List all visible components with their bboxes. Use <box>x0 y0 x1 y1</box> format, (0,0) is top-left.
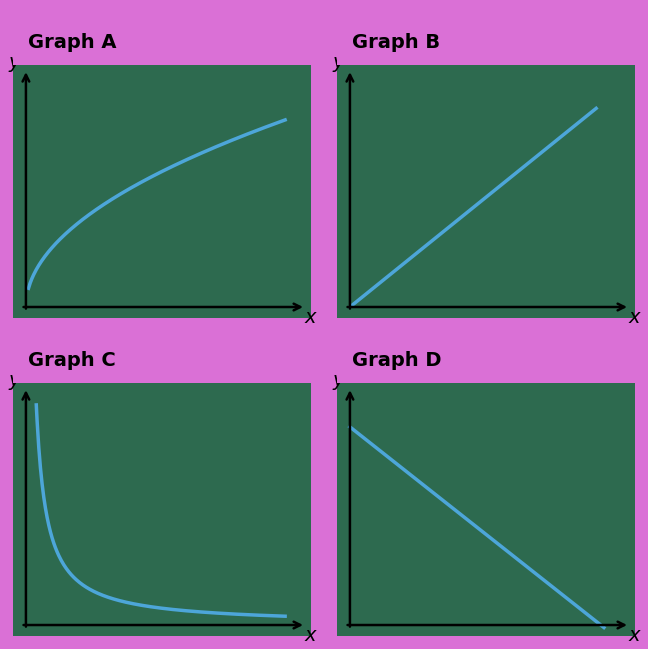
Text: $x$: $x$ <box>628 309 642 327</box>
Text: $x$: $x$ <box>304 309 318 327</box>
Text: Graph C: Graph C <box>28 350 115 370</box>
Text: $y$: $y$ <box>8 373 23 393</box>
Text: $y$: $y$ <box>8 55 23 75</box>
Text: Graph A: Graph A <box>28 32 117 52</box>
Text: Graph D: Graph D <box>352 350 441 370</box>
Text: $x$: $x$ <box>304 627 318 645</box>
Text: $y$: $y$ <box>332 55 347 75</box>
Text: Graph B: Graph B <box>352 32 440 52</box>
Text: $y$: $y$ <box>332 373 347 393</box>
Text: $x$: $x$ <box>628 627 642 645</box>
